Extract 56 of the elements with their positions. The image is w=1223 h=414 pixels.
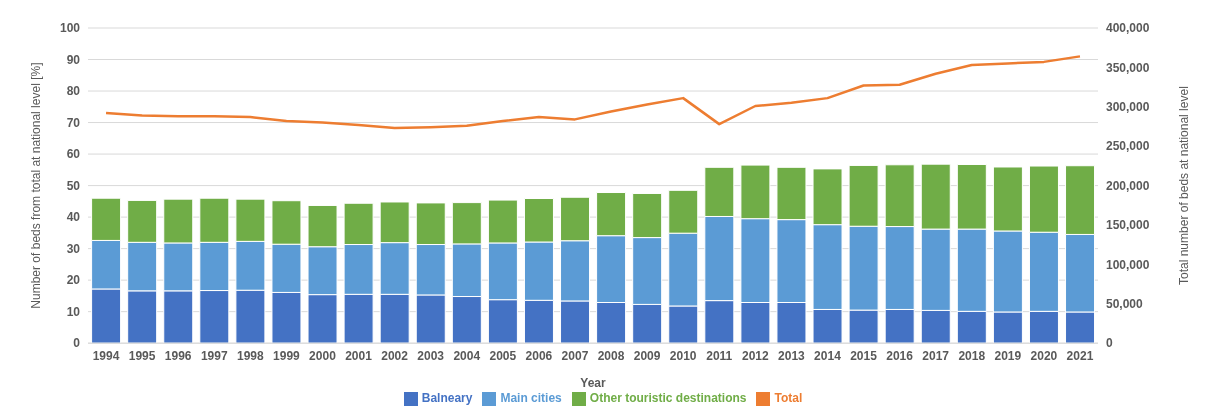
y-tick-label: 10 bbox=[66, 304, 81, 319]
x-tick-label: 1995 bbox=[128, 348, 156, 363]
y-tick-label: 90 bbox=[66, 52, 81, 67]
x-tick-label: 2001 bbox=[345, 348, 373, 363]
y-tick-label: 30 bbox=[66, 241, 81, 256]
y2-axis-title: Total number of beds at national level bbox=[1177, 86, 1192, 285]
x-tick-label: 2018 bbox=[958, 348, 986, 363]
y2-tick-label: 350,000 bbox=[1106, 60, 1150, 75]
y-tick-label: 80 bbox=[66, 84, 81, 99]
x-tick-label: 2002 bbox=[381, 348, 409, 363]
legend-label: Other touristic destinations bbox=[589, 391, 747, 406]
x-tick-label: 2013 bbox=[778, 348, 806, 363]
x-tick-label: 2021 bbox=[1066, 348, 1094, 363]
y2-tick-label: 300,000 bbox=[1106, 100, 1150, 115]
x-tick-label: 2008 bbox=[597, 348, 625, 363]
x-tick-label: 2005 bbox=[489, 348, 517, 363]
x-tick-label: 1996 bbox=[164, 348, 192, 363]
x-tick-label: 2004 bbox=[453, 348, 481, 363]
y2-tick-label: 200,000 bbox=[1106, 178, 1150, 193]
line-series bbox=[104, 55, 1082, 130]
x-tick-label: 1999 bbox=[273, 348, 301, 363]
y-tick-label: 20 bbox=[66, 273, 81, 288]
x-tick-label: 1994 bbox=[92, 348, 120, 363]
y2-tick-label: 250,000 bbox=[1106, 139, 1150, 154]
y-tick-label: 100 bbox=[59, 21, 81, 36]
x-tick-label: 2017 bbox=[922, 348, 950, 363]
y2-tick-label: 100,000 bbox=[1106, 257, 1150, 272]
x-tick-label: 2007 bbox=[561, 348, 589, 363]
x-tick-label: 2009 bbox=[633, 348, 661, 363]
x-tick-label: 2000 bbox=[309, 348, 337, 363]
x-axis-title: Year bbox=[580, 376, 607, 391]
y-tick-label: 40 bbox=[66, 210, 81, 225]
y-tick-label: 70 bbox=[66, 115, 81, 130]
x-tick-label: 2003 bbox=[417, 348, 445, 363]
x-tick-label: 2019 bbox=[994, 348, 1022, 363]
y-tick-label: 60 bbox=[66, 147, 81, 162]
y-tick-label: 50 bbox=[66, 178, 81, 193]
legend-label: Total bbox=[774, 391, 803, 406]
x-tick-label: 2011 bbox=[706, 348, 733, 363]
legend-label: Balneary bbox=[421, 391, 473, 406]
y2-tick-label: 400,000 bbox=[1106, 21, 1150, 36]
x-tick-label: 2016 bbox=[886, 348, 914, 363]
y2-tick-label: 150,000 bbox=[1106, 218, 1150, 233]
x-tick-label: 1998 bbox=[236, 348, 264, 363]
x-tick-label: 2012 bbox=[741, 348, 769, 363]
x-tick-label: 2015 bbox=[850, 348, 878, 363]
x-tick-label: 2014 bbox=[814, 348, 842, 363]
legend-label: Main cities bbox=[500, 391, 562, 406]
x-tick-label: 1997 bbox=[200, 348, 228, 363]
y2-tick-label: 50,000 bbox=[1106, 297, 1144, 312]
x-tick-label: 2006 bbox=[525, 348, 553, 363]
x-tick-label: 2010 bbox=[669, 348, 697, 363]
x-tick-label: 2020 bbox=[1030, 348, 1058, 363]
y-axis-title: Number of beds from total at national level [%] bbox=[29, 62, 44, 309]
y2-tick-label: 0 bbox=[1106, 336, 1113, 351]
y-tick-label: 0 bbox=[73, 336, 81, 351]
